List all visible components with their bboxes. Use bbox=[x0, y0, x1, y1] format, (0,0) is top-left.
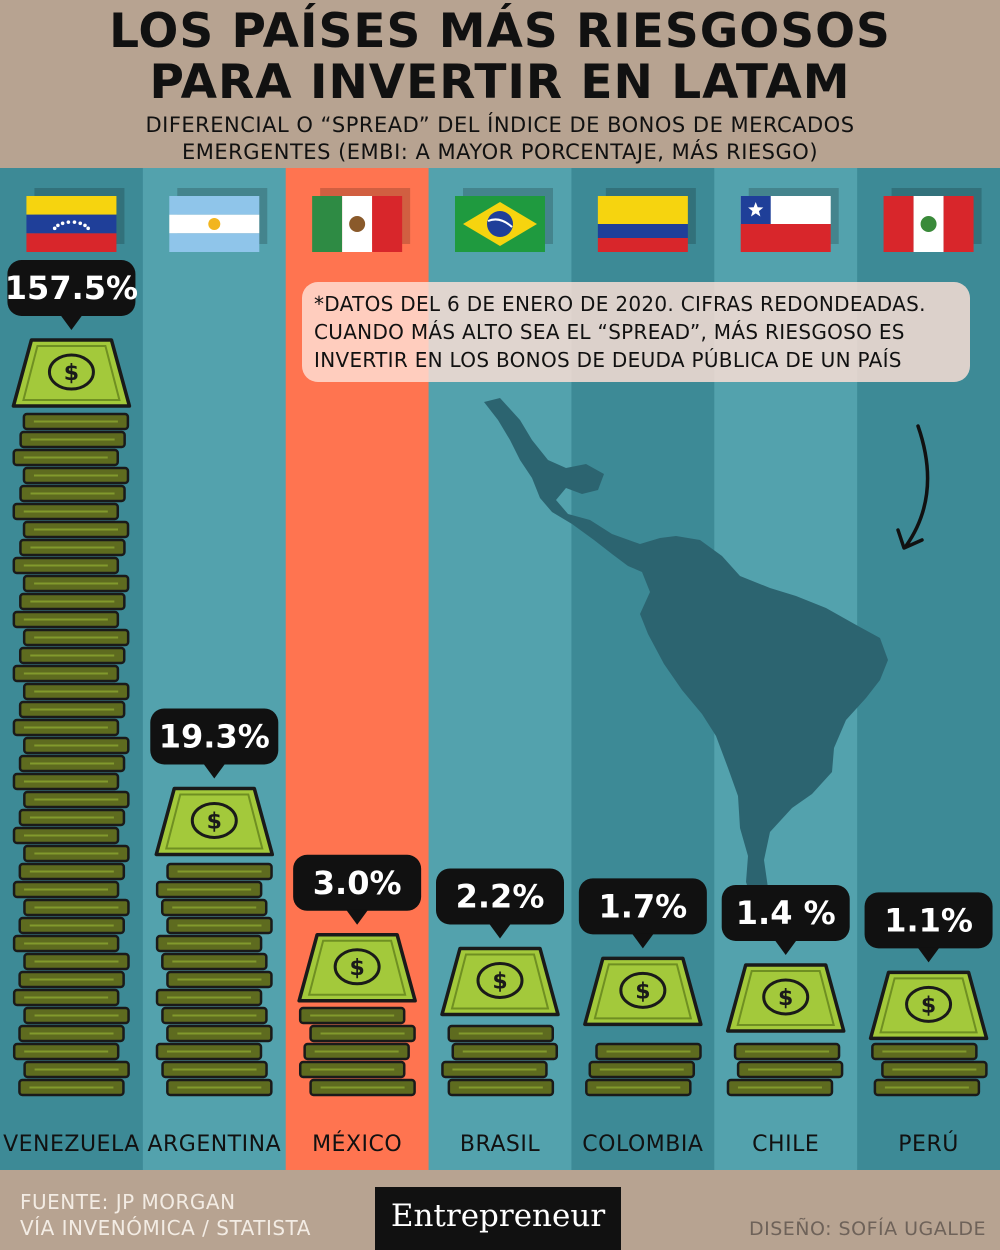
value-label-argentina: 19.3% bbox=[150, 708, 279, 779]
bar-argentina: $ bbox=[154, 786, 275, 1097]
bar-brasil: $ bbox=[440, 946, 560, 1097]
note-line-3: INVERTIR EN LOS BONOS DE DEUDA PÚBLICA D… bbox=[314, 348, 902, 372]
bar-chile: $ bbox=[725, 963, 846, 1097]
bar-venezuela: $ bbox=[11, 338, 132, 1097]
data-note: *DATOS DEL 6 DE ENERO DE 2020. CIFRAS RE… bbox=[302, 282, 970, 382]
brazil-flag-icon bbox=[455, 188, 553, 252]
chart-marks: $157.5% VENEZUELA $19.3% ARGENTINA $3.0% MÉXI… bbox=[3, 188, 993, 1157]
argentina-flag-icon bbox=[169, 188, 268, 252]
value-label-text-brasil: 2.2% bbox=[456, 877, 545, 915]
category-label-mexico: MÉXICO bbox=[312, 1131, 402, 1157]
page-title-line-1: LOS PAÍSES MÁS RIESGOSOS bbox=[109, 4, 891, 59]
value-label-text-peru: 1.1% bbox=[884, 901, 973, 939]
subtitle-line-2: EMERGENTES (EMBI: A MAYOR PORCENTAJE, MÁ… bbox=[181, 140, 819, 164]
dollar-sign-icon: $ bbox=[635, 979, 650, 1004]
bar-peru: $ bbox=[868, 970, 989, 1097]
value-label-text-chile: 1.4 % bbox=[736, 894, 836, 932]
design-credit: DISEÑO: SOFÍA UGALDE bbox=[748, 1218, 986, 1240]
page-title-line-2: PARA INVERTIR EN LATAM bbox=[149, 55, 851, 110]
value-label-text-argentina: 19.3% bbox=[159, 717, 270, 755]
source-line-1: FUENTE: JP MORGAN bbox=[20, 1190, 236, 1214]
entrepreneur-logo: Entrepreneur bbox=[375, 1187, 621, 1250]
chile-flag-icon bbox=[740, 188, 839, 252]
note-line-2: CUANDO MÁS ALTO SEA EL “SPREAD”, MÁS RIE… bbox=[314, 320, 905, 344]
value-label-chile: 1.4 % bbox=[721, 884, 850, 955]
value-label-mexico: 3.0% bbox=[293, 854, 422, 925]
value-label-text-venezuela: 157.5% bbox=[5, 269, 138, 307]
value-label-peru: 1.1% bbox=[864, 892, 993, 963]
category-label-chile: CHILE bbox=[752, 1132, 819, 1157]
category-label-peru: PERÚ bbox=[898, 1131, 959, 1157]
source-line-2: VÍA INVENÓMICA / STATISTA bbox=[20, 1216, 311, 1240]
arrow-head-icon bbox=[896, 528, 924, 550]
dollar-sign-icon: $ bbox=[492, 969, 507, 994]
bar-colombia: $ bbox=[583, 956, 703, 1097]
dollar-sign-icon: $ bbox=[921, 993, 936, 1018]
venezuela-flag-icon bbox=[26, 188, 125, 252]
dollar-sign-icon: $ bbox=[207, 809, 222, 834]
bar-mexico: $ bbox=[297, 933, 417, 1097]
mexico-flag-icon bbox=[312, 188, 411, 252]
value-label-text-mexico: 3.0% bbox=[313, 864, 402, 902]
dollar-sign-icon: $ bbox=[349, 956, 364, 981]
latin-america-map-icon bbox=[484, 398, 888, 912]
category-label-argentina: ARGENTINA bbox=[147, 1132, 281, 1157]
colombia-flag-icon bbox=[597, 188, 696, 252]
note-line-1: *DATOS DEL 6 DE ENERO DE 2020. CIFRAS RE… bbox=[314, 292, 926, 316]
value-label-brasil: 2.2% bbox=[436, 868, 564, 939]
value-label-venezuela: 157.5% bbox=[5, 260, 138, 330]
dollar-sign-icon: $ bbox=[64, 361, 79, 386]
category-label-venezuela: VENEZUELA bbox=[3, 1132, 140, 1157]
footer: FUENTE: JP MORGAN VÍA INVENÓMICA / STATI… bbox=[0, 1170, 1000, 1250]
subtitle-line-1: DIFERENCIAL O “SPREAD” DEL ÍNDICE DE BON… bbox=[145, 113, 855, 137]
value-label-colombia: 1.7% bbox=[578, 878, 707, 949]
category-label-colombia: COLOMBIA bbox=[582, 1132, 703, 1157]
dollar-sign-icon: $ bbox=[778, 986, 793, 1011]
arrow-icon bbox=[904, 424, 930, 548]
value-label-text-colombia: 1.7% bbox=[598, 887, 687, 925]
header: LOS PAÍSES MÁS RIESGOSOS PARA INVERTIR E… bbox=[0, 0, 1000, 168]
category-label-brasil: BRASIL bbox=[460, 1132, 540, 1157]
peru-flag-icon bbox=[883, 188, 982, 252]
